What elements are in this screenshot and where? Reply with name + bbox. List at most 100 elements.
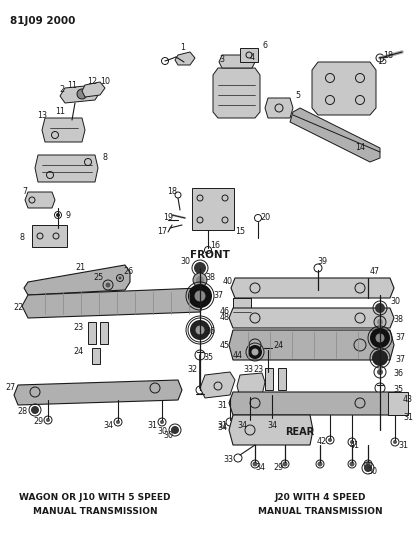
Polygon shape [237,373,265,397]
Text: 24: 24 [273,341,283,350]
Circle shape [56,213,60,217]
Text: 12: 12 [87,77,97,86]
Text: 7: 7 [22,188,28,197]
Circle shape [171,426,179,434]
Text: 38: 38 [205,273,215,282]
Text: 25: 25 [93,273,103,282]
Text: 34: 34 [237,421,247,430]
Text: 39: 39 [317,257,327,266]
Circle shape [350,440,354,444]
Polygon shape [14,380,182,405]
Polygon shape [213,68,260,118]
Text: 14: 14 [355,143,365,152]
Circle shape [46,418,50,422]
Text: 31: 31 [217,401,227,410]
Circle shape [116,420,120,424]
Text: 23: 23 [73,324,83,333]
Text: 6: 6 [263,42,268,51]
Text: 18: 18 [167,188,177,197]
Bar [278,368,286,390]
Bar [92,348,100,364]
Polygon shape [312,62,376,115]
Text: 35: 35 [203,353,213,362]
Text: 48: 48 [220,313,230,322]
Text: 20: 20 [260,214,270,222]
Text: 32: 32 [187,366,197,375]
Text: 15: 15 [377,58,387,67]
Bar [233,298,251,326]
Circle shape [282,462,287,466]
Bar [100,322,108,344]
Circle shape [393,440,397,444]
Text: 3: 3 [219,55,225,64]
Text: 41: 41 [350,440,360,449]
Circle shape [252,462,257,466]
Text: 30: 30 [180,257,190,266]
Text: 30: 30 [367,467,377,477]
Polygon shape [231,278,394,298]
Circle shape [349,462,354,466]
Text: 31: 31 [398,440,408,449]
Text: 81J09 2000: 81J09 2000 [10,16,76,26]
Circle shape [377,319,383,325]
Text: 45: 45 [220,341,230,350]
Text: 9: 9 [65,211,71,220]
Text: 21: 21 [75,263,85,272]
Circle shape [374,316,386,328]
Text: 36: 36 [205,327,215,336]
Polygon shape [175,52,195,65]
Text: 18: 18 [383,51,393,60]
Circle shape [193,273,207,287]
Bar [192,188,234,230]
Circle shape [372,350,388,366]
Text: 34: 34 [255,464,265,472]
Text: 36: 36 [393,369,403,378]
Text: 46: 46 [220,308,230,317]
Text: 30: 30 [390,297,400,306]
Circle shape [194,262,206,274]
Polygon shape [229,330,394,360]
Text: REAR: REAR [285,427,315,437]
Text: 17: 17 [157,228,167,237]
Polygon shape [60,85,100,103]
Text: 19: 19 [163,214,173,222]
Text: J20 WITH 4 SPEED: J20 WITH 4 SPEED [274,494,366,503]
Polygon shape [229,308,394,328]
Text: 38: 38 [393,316,403,325]
Bar [265,368,273,390]
Circle shape [248,345,262,359]
Text: 34: 34 [217,424,227,432]
Text: 34: 34 [267,421,277,430]
Text: 34: 34 [103,421,113,430]
Text: 15: 15 [235,228,245,237]
Text: 30: 30 [157,427,167,437]
Text: 33: 33 [243,366,253,375]
Polygon shape [200,372,235,398]
Circle shape [376,334,384,342]
Text: 10: 10 [100,77,110,86]
Text: 31: 31 [403,414,413,423]
Circle shape [77,89,87,99]
Text: 16: 16 [210,240,220,249]
Polygon shape [24,265,130,295]
Text: 42: 42 [317,438,327,447]
Text: 11: 11 [55,108,65,117]
Text: 31: 31 [217,421,227,430]
Text: 29: 29 [273,464,283,472]
Circle shape [377,369,383,375]
Bar [388,392,408,415]
Circle shape [248,420,252,424]
Circle shape [196,326,204,334]
Circle shape [366,462,370,466]
Circle shape [31,406,39,414]
Text: 1: 1 [180,44,185,52]
Text: 23: 23 [253,366,263,375]
Text: 28: 28 [17,408,27,416]
Text: 44: 44 [233,351,243,359]
Polygon shape [265,98,293,118]
Text: MANUAL TRANSMISSION: MANUAL TRANSMISSION [258,507,382,516]
Bar [32,225,67,247]
Circle shape [119,277,121,279]
Text: WAGON OR J10 WITH 5 SPEED: WAGON OR J10 WITH 5 SPEED [19,494,171,503]
Text: 2: 2 [59,85,64,94]
